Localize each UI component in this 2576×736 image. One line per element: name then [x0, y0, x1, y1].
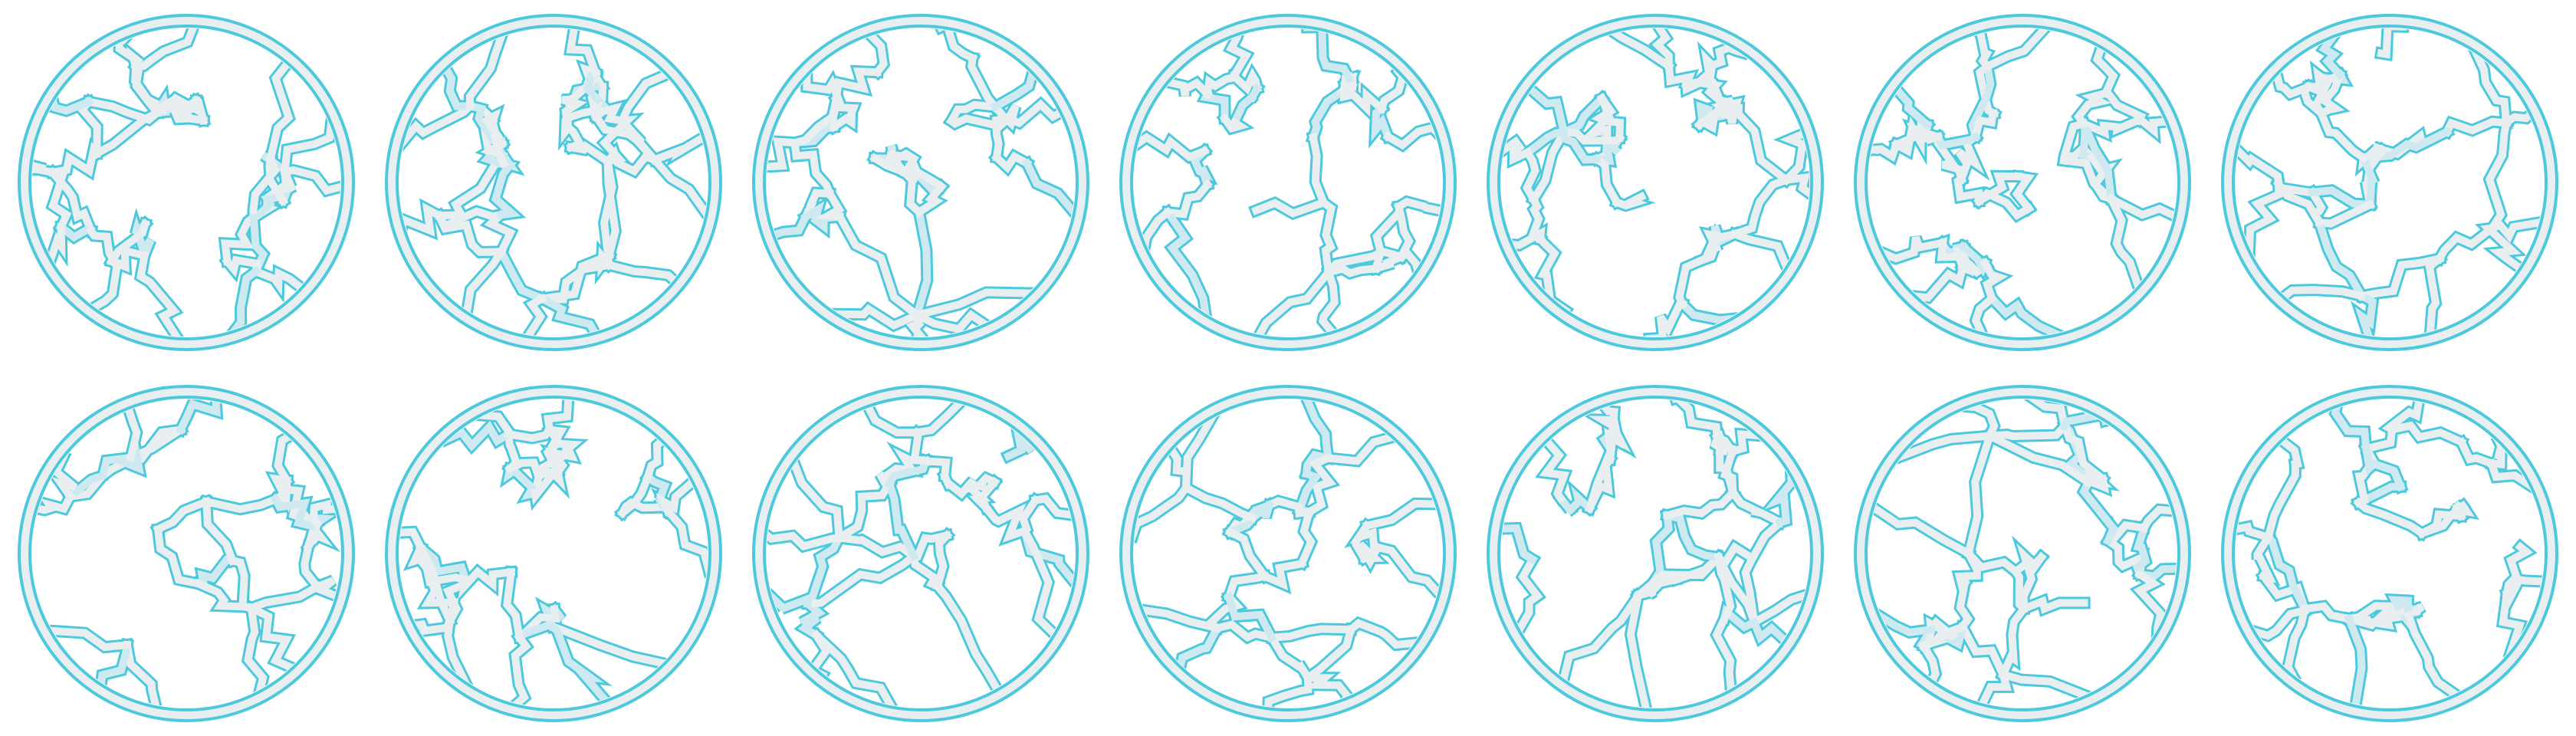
maze-tile: [385, 385, 722, 722]
maze-tile: [1119, 385, 1457, 722]
maze-tile: [752, 14, 1089, 351]
tile-inner-face: [2232, 396, 2548, 711]
maze-tile: [1119, 14, 1457, 351]
tile-inner-face: [28, 396, 344, 711]
maze-tile: [18, 385, 355, 722]
maze-tile: [1854, 14, 2191, 351]
maze-tile: [752, 385, 1089, 722]
maze-tile: [1854, 385, 2191, 722]
maze-tile: [1487, 385, 1824, 722]
maze-tile: [18, 14, 355, 351]
maze-tile: [2221, 385, 2558, 722]
tile-inner-face: [396, 396, 711, 711]
maze-tile: [2221, 14, 2558, 351]
maze-tile: [385, 14, 722, 351]
maze-tile: [1487, 14, 1824, 351]
tile-inner-face: [1130, 25, 1446, 340]
